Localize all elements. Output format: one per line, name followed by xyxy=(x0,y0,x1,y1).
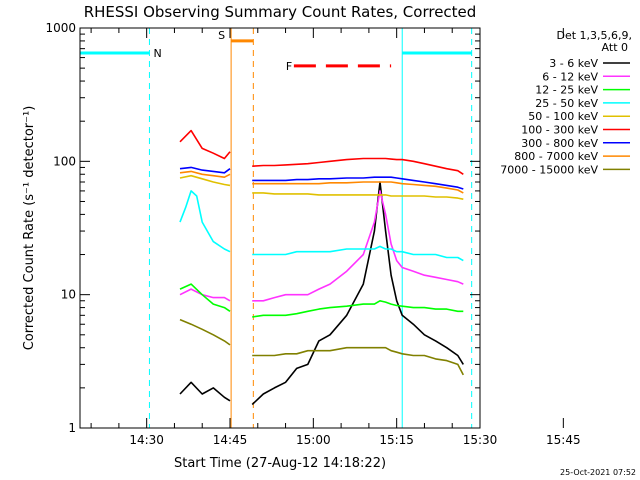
series-line-7 xyxy=(179,166,231,174)
series-line-8 xyxy=(252,181,464,194)
series-line-7 xyxy=(252,176,464,190)
x-tick-label: 15:30 xyxy=(463,433,498,447)
x-tick-label: 15:45 xyxy=(546,433,581,447)
series-line-6 xyxy=(179,129,231,160)
legend-entry-label: 7000 - 15000 keV xyxy=(500,163,598,176)
series-line-1 xyxy=(251,181,464,406)
legend-entry-label: 50 - 100 keV xyxy=(528,110,598,123)
annotation-label: F xyxy=(286,60,292,73)
legend-header-line-2: Att 0 xyxy=(602,41,628,54)
series-line-4 xyxy=(252,245,464,262)
y-axis: 1 10 100 1000 xyxy=(45,21,480,435)
annotation-bars: N S F xyxy=(80,29,472,73)
event-markers xyxy=(148,28,473,428)
series-line-9 xyxy=(252,346,465,376)
series-line-2 xyxy=(179,288,231,302)
series-line-3 xyxy=(179,283,231,312)
chart-title: RHESSI Observing Summary Count Rates, Co… xyxy=(84,3,477,21)
series-line-9 xyxy=(179,318,231,346)
series-line-4 xyxy=(179,190,231,253)
series-layer xyxy=(179,129,465,406)
legend-entry-label: 3 - 6 keV xyxy=(549,57,598,70)
series-line-5 xyxy=(179,174,231,187)
y-tick-label: 100 xyxy=(53,154,76,168)
y-tick-label: 10 xyxy=(61,288,76,302)
legend-entry-label: 800 - 7000 keV xyxy=(514,150,598,163)
x-tick-label: 14:45 xyxy=(213,433,248,447)
x-tick-label: 14:30 xyxy=(129,433,164,447)
y-tick-label: 1 xyxy=(68,421,76,435)
x-axis-label: Start Time (27-Aug-12 14:18:22) xyxy=(174,456,386,471)
legend-entry-label: 12 - 25 keV xyxy=(535,84,598,97)
series-line-2 xyxy=(252,190,464,302)
series-line-1 xyxy=(179,381,231,402)
annotation-label: N xyxy=(153,47,161,60)
plot-frame xyxy=(79,27,481,429)
series-line-6 xyxy=(252,157,464,175)
series-line-3 xyxy=(252,299,464,318)
legend-header-line-1: Det 1,3,5,6,9, xyxy=(556,29,632,42)
y-axis-label: Corrected Count Rate (s⁻¹ detector⁻¹) xyxy=(22,106,37,351)
annotation-label: S xyxy=(218,29,225,42)
y-tick-label: 1000 xyxy=(45,21,76,35)
legend-entry-label: 25 - 50 keV xyxy=(535,97,598,110)
x-axis: 14:30 14:45 15:00 15:15 15:30 15:45 xyxy=(90,28,581,447)
footer-stamp: 25-Oct-2021 07:52 xyxy=(560,468,636,477)
series-line-8 xyxy=(179,170,231,178)
legend-entry-label: 100 - 300 keV xyxy=(521,124,598,137)
series-line-5 xyxy=(252,192,464,200)
x-tick-label: 15:00 xyxy=(296,433,331,447)
x-tick-label: 15:15 xyxy=(379,433,414,447)
legend-entry-label: 6 - 12 keV xyxy=(542,70,598,83)
legend-entry-label: 300 - 800 keV xyxy=(521,137,598,150)
